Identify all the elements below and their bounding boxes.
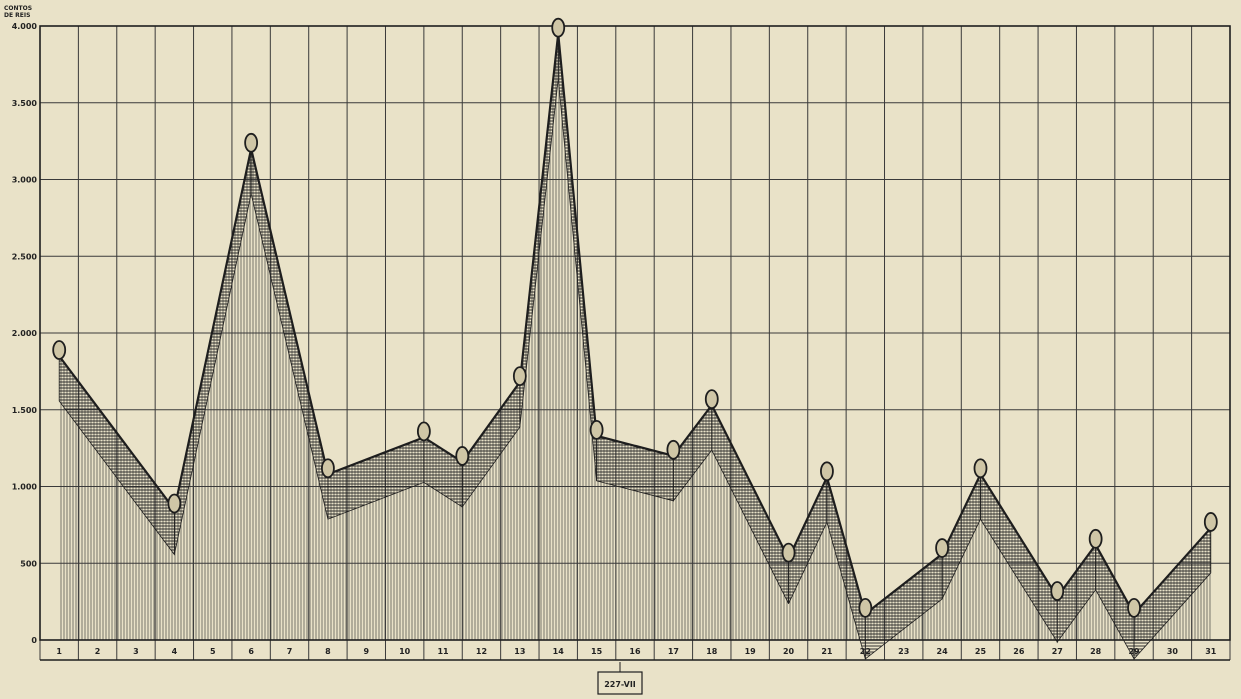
x-tick-label: 6 <box>248 647 254 656</box>
x-tick-label: 11 <box>437 647 449 656</box>
data-point <box>455 446 470 466</box>
y-tick-label: 1.500 <box>12 406 38 415</box>
series-line-segment <box>979 473 1059 598</box>
x-tick-label: 13 <box>514 647 525 656</box>
x-tick-label: 9 <box>364 647 370 656</box>
x-tick-label: 7 <box>287 647 293 656</box>
data-point <box>935 538 949 558</box>
series-line-segment <box>58 355 176 511</box>
data-point <box>858 598 873 618</box>
data-point <box>52 340 67 360</box>
x-tick-label: 3 <box>133 647 139 656</box>
series-line-segment <box>596 434 674 457</box>
chart-caption: 227-VII <box>604 680 636 689</box>
series-line-segment <box>1133 527 1212 615</box>
y-tick-label: 1.000 <box>12 483 38 492</box>
series-line-segment <box>557 33 598 436</box>
x-tick-label: 27 <box>1052 647 1063 656</box>
series-line-segment <box>710 404 790 560</box>
data-point <box>1127 598 1141 618</box>
data-point <box>1088 528 1103 549</box>
data-point <box>704 389 719 410</box>
y-tick-label: 0 <box>31 636 37 645</box>
data-point <box>820 461 834 482</box>
x-tick-label: 30 <box>1167 647 1179 656</box>
x-tick-label: 20 <box>783 647 795 656</box>
series-line-segment <box>941 473 982 555</box>
x-tick-label: 22 <box>860 647 871 656</box>
y-tick-label: 2.000 <box>12 329 38 338</box>
y-unit-label: CONTOS <box>4 5 32 12</box>
x-tick-label: 17 <box>668 647 679 656</box>
series-line-segment <box>1094 544 1135 615</box>
series-line-segment <box>461 381 521 463</box>
series-line-segment <box>825 476 867 615</box>
x-tick-label: 23 <box>898 647 909 656</box>
plot-frame <box>39 25 1231 641</box>
data-point <box>666 439 681 460</box>
data-point <box>321 458 335 479</box>
ribbon-segment <box>864 553 943 660</box>
data-point <box>973 458 988 479</box>
x-tick-label: 16 <box>629 647 641 656</box>
series-line-segment <box>327 436 425 476</box>
data-point <box>1050 581 1065 601</box>
x-tick-label: 4 <box>172 647 178 656</box>
y-tick-label: 3.000 <box>12 176 38 185</box>
data-point <box>1203 512 1218 532</box>
x-tick-label: 8 <box>325 647 331 656</box>
data-point <box>781 542 796 563</box>
x-tick-label: 31 <box>1205 647 1217 656</box>
data-point <box>244 132 259 153</box>
x-tick-label: 24 <box>937 647 949 656</box>
series-line-segment <box>250 148 329 475</box>
x-tick-label: 14 <box>553 647 565 656</box>
x-tick-label: 19 <box>745 647 757 656</box>
series-line-segment <box>864 553 943 615</box>
x-tick-label: 15 <box>591 647 603 656</box>
x-tick-label: 29 <box>1128 647 1140 656</box>
x-tick-label: 2 <box>95 647 101 656</box>
data-point <box>512 366 527 387</box>
x-tick-label: 25 <box>975 647 987 656</box>
y-tick-label: 500 <box>20 559 37 568</box>
x-tick-label: 26 <box>1013 647 1025 656</box>
y-tick-label: 2.500 <box>12 252 38 261</box>
x-tick-label: 1 <box>56 647 62 656</box>
data-point <box>589 419 604 440</box>
series-line-segment <box>518 33 560 383</box>
y-tick-label: 3.500 <box>12 99 38 108</box>
data-point <box>551 17 566 38</box>
x-tick-label: 18 <box>706 647 718 656</box>
series-line-segment <box>787 476 828 560</box>
data-point <box>167 493 182 514</box>
y-tick-label: 4.000 <box>12 22 38 31</box>
x-tick-label: 21 <box>821 647 833 656</box>
y-unit-label: DE REIS <box>4 12 30 19</box>
x-tick-label: 5 <box>210 647 216 656</box>
x-tick-label: 28 <box>1090 647 1102 656</box>
data-point <box>416 421 431 442</box>
x-tick-label: 12 <box>476 647 487 656</box>
x-tick-label: 10 <box>399 647 411 656</box>
series-line-segment <box>173 148 253 510</box>
